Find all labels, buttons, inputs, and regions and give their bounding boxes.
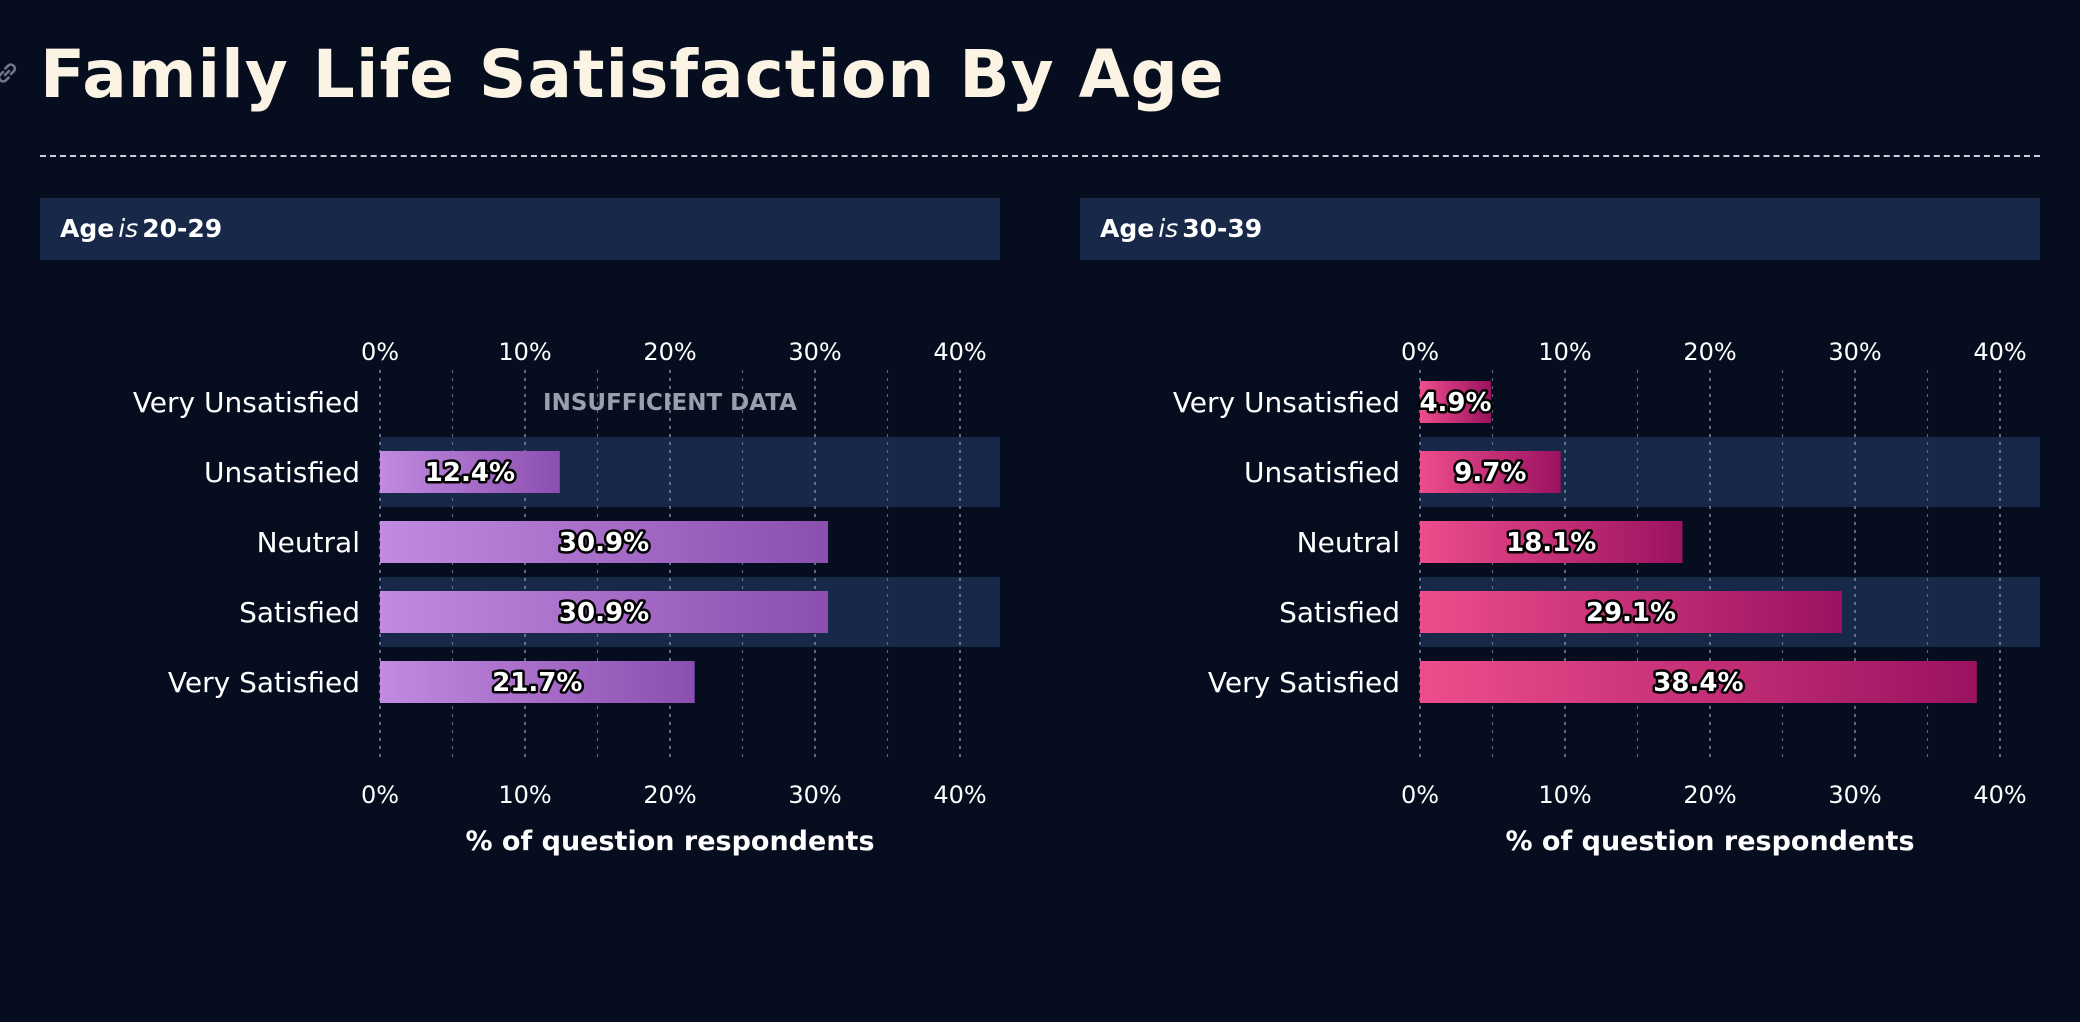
top-tick-label: 20% (1683, 338, 1736, 366)
bar (380, 451, 560, 493)
facet-field: Age (60, 214, 115, 243)
facet-value: 30-39 (1182, 214, 1263, 243)
x-axis-title: % of question respondents (465, 826, 874, 857)
bar-value-label: 21.7% (492, 668, 582, 698)
bar-value-label: 29.1% (1586, 598, 1676, 628)
bottom-tick-label: 40% (1973, 781, 2026, 809)
category-label: Very Satisfied (1208, 666, 1400, 699)
bar-value-label: 18.1% (1506, 528, 1596, 558)
bottom-tick-label: 30% (788, 781, 841, 809)
top-tick-label: 40% (1973, 338, 2026, 366)
top-tick-label: 0% (1401, 338, 1439, 366)
bottom-tick-label: 10% (1538, 781, 1591, 809)
bottom-tick-label: 20% (1683, 781, 1736, 809)
bar-value-label: 4.9% (1419, 388, 1491, 418)
link-icon[interactable] (0, 60, 20, 86)
category-label: Very Unsatisfied (1173, 386, 1400, 419)
panel-header: Age is 20-29 (40, 198, 1000, 260)
bottom-tick-label: 40% (933, 781, 986, 809)
bottom-tick-label: 30% (1828, 781, 1881, 809)
page-title: Family Life Satisfaction By Age (40, 36, 1225, 113)
top-tick-label: 0% (361, 338, 399, 366)
category-label: Unsatisfied (1244, 456, 1400, 489)
top-tick-label: 10% (498, 338, 551, 366)
facet-connector: is (118, 214, 139, 243)
bar-value-label: 38.4% (1653, 668, 1743, 698)
bar-value-label: 9.7% (1454, 458, 1526, 488)
facet-value: 20-29 (142, 214, 223, 243)
bar-value-label: 30.9% (559, 528, 649, 558)
insufficient-data-note: INSUFFICIENT DATA (543, 390, 797, 416)
facet-connector: is (1158, 214, 1179, 243)
category-label: Neutral (257, 526, 360, 559)
bar-value-label: 30.9% (559, 598, 649, 628)
chart-panel-age-20-29: Age is 20-29 0% 0% 10% 10% 20% 20% 30% 30% 40% 40% V… (40, 198, 1000, 878)
facet-field: Age (1100, 214, 1155, 243)
top-tick-label: 20% (643, 338, 696, 366)
category-label: Neutral (1297, 526, 1400, 559)
title-divider (40, 155, 2040, 157)
bar (1420, 521, 1683, 563)
bottom-tick-label: 20% (643, 781, 696, 809)
chart-panel-age-30-39: Age is 30-39 0% 0% 10% 10% 20% 20% 30% 30% 40% 40% V… (1080, 198, 2040, 878)
top-tick-label: 10% (1538, 338, 1591, 366)
x-axis-title: % of question respondents (1505, 826, 1914, 857)
category-label: Very Unsatisfied (133, 386, 360, 419)
bar-chart: 0% 0% 10% 10% 20% 20% 30% 30% 40% 40% Very Unsatis… (133, 338, 1000, 857)
bar (1420, 661, 1977, 703)
bar (380, 591, 829, 633)
bar (380, 661, 695, 703)
bar (1420, 591, 1842, 633)
bar-chart: 0% 0% 10% 10% 20% 20% 30% 30% 40% 40% Very Unsatis… (1173, 338, 2040, 857)
bar (380, 521, 829, 563)
top-tick-label: 30% (1828, 338, 1881, 366)
category-label: Satisfied (1279, 596, 1400, 629)
panel-header: Age is 30-39 (1080, 198, 2040, 260)
top-tick-label: 40% (933, 338, 986, 366)
bottom-tick-label: 0% (1401, 781, 1439, 809)
bottom-tick-label: 0% (361, 781, 399, 809)
bottom-tick-label: 10% (498, 781, 551, 809)
bar (1420, 381, 1492, 423)
bar-value-label: 12.4% (425, 458, 515, 488)
category-label: Unsatisfied (204, 456, 360, 489)
top-tick-label: 30% (788, 338, 841, 366)
bar (1420, 451, 1561, 493)
category-label: Satisfied (239, 596, 360, 629)
category-label: Very Satisfied (168, 666, 360, 699)
